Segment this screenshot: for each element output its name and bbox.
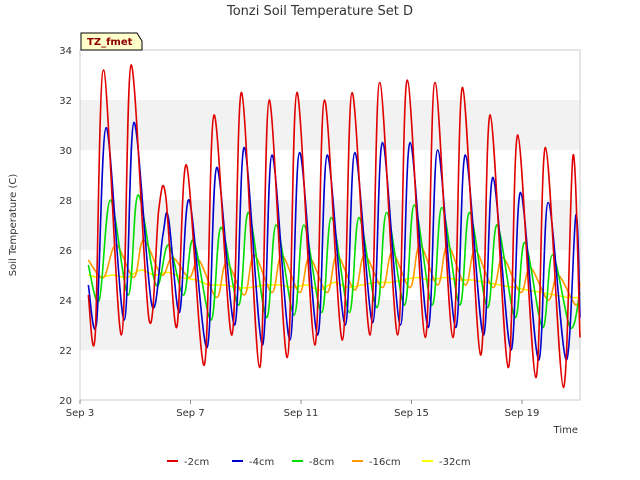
legend-item: -2cm (167, 457, 209, 468)
y-tick-label: 32 (59, 96, 72, 107)
x-tick-label: Sep 3 (66, 408, 94, 419)
legend-item: -32cm (422, 457, 471, 468)
grid-band (80, 100, 580, 150)
x-tick-label: Sep 19 (505, 408, 540, 419)
y-axis-label: Soil Temperature (C) (8, 174, 19, 277)
y-tick-label: 30 (59, 146, 72, 157)
axis-ticks: 20 22 24 26 28 30 32 34 Sep 3 Sep 7 Sep 11 Sep 15 Se… (59, 46, 539, 419)
y-tick-label: 20 (59, 396, 72, 407)
y-tick-label: 28 (59, 196, 72, 207)
legend-item: -16cm (352, 457, 401, 468)
legend-label: -8cm (309, 457, 334, 468)
series-line-32cm (88, 269, 581, 299)
y-tick-label: 22 (59, 346, 72, 357)
legend-label: -4cm (249, 457, 274, 468)
y-tick-label: 26 (59, 246, 72, 257)
y-tick-label: 34 (59, 46, 72, 57)
site-badge-label: TZ_fmet (87, 37, 133, 48)
legend-item: -8cm (292, 457, 334, 468)
chart-title: Tonzi Soil Temperature Set D (226, 4, 413, 19)
y-tick-label: 24 (59, 296, 72, 307)
x-axis-label: Time (553, 425, 578, 436)
grid-band (80, 300, 580, 350)
x-tick-label: Sep 11 (284, 408, 319, 419)
series-lines (87, 64, 581, 389)
grid-band (80, 350, 580, 400)
grid-band (80, 50, 580, 100)
site-badge-shape (80, 32, 143, 51)
legend-label: -32cm (439, 457, 471, 468)
x-tick-label: Sep 7 (176, 408, 204, 419)
legend-item: -4cm (232, 457, 274, 468)
legend-label: -2cm (184, 457, 209, 468)
x-tick-label: Sep 15 (394, 408, 429, 419)
legend: -2cm -4cm -8cm -16cm -32cm (167, 457, 471, 468)
legend-label: -16cm (369, 457, 401, 468)
site-badge: TZ_fmet (80, 32, 143, 51)
plot-area (79, 49, 581, 401)
series-line-2cm (87, 64, 581, 389)
